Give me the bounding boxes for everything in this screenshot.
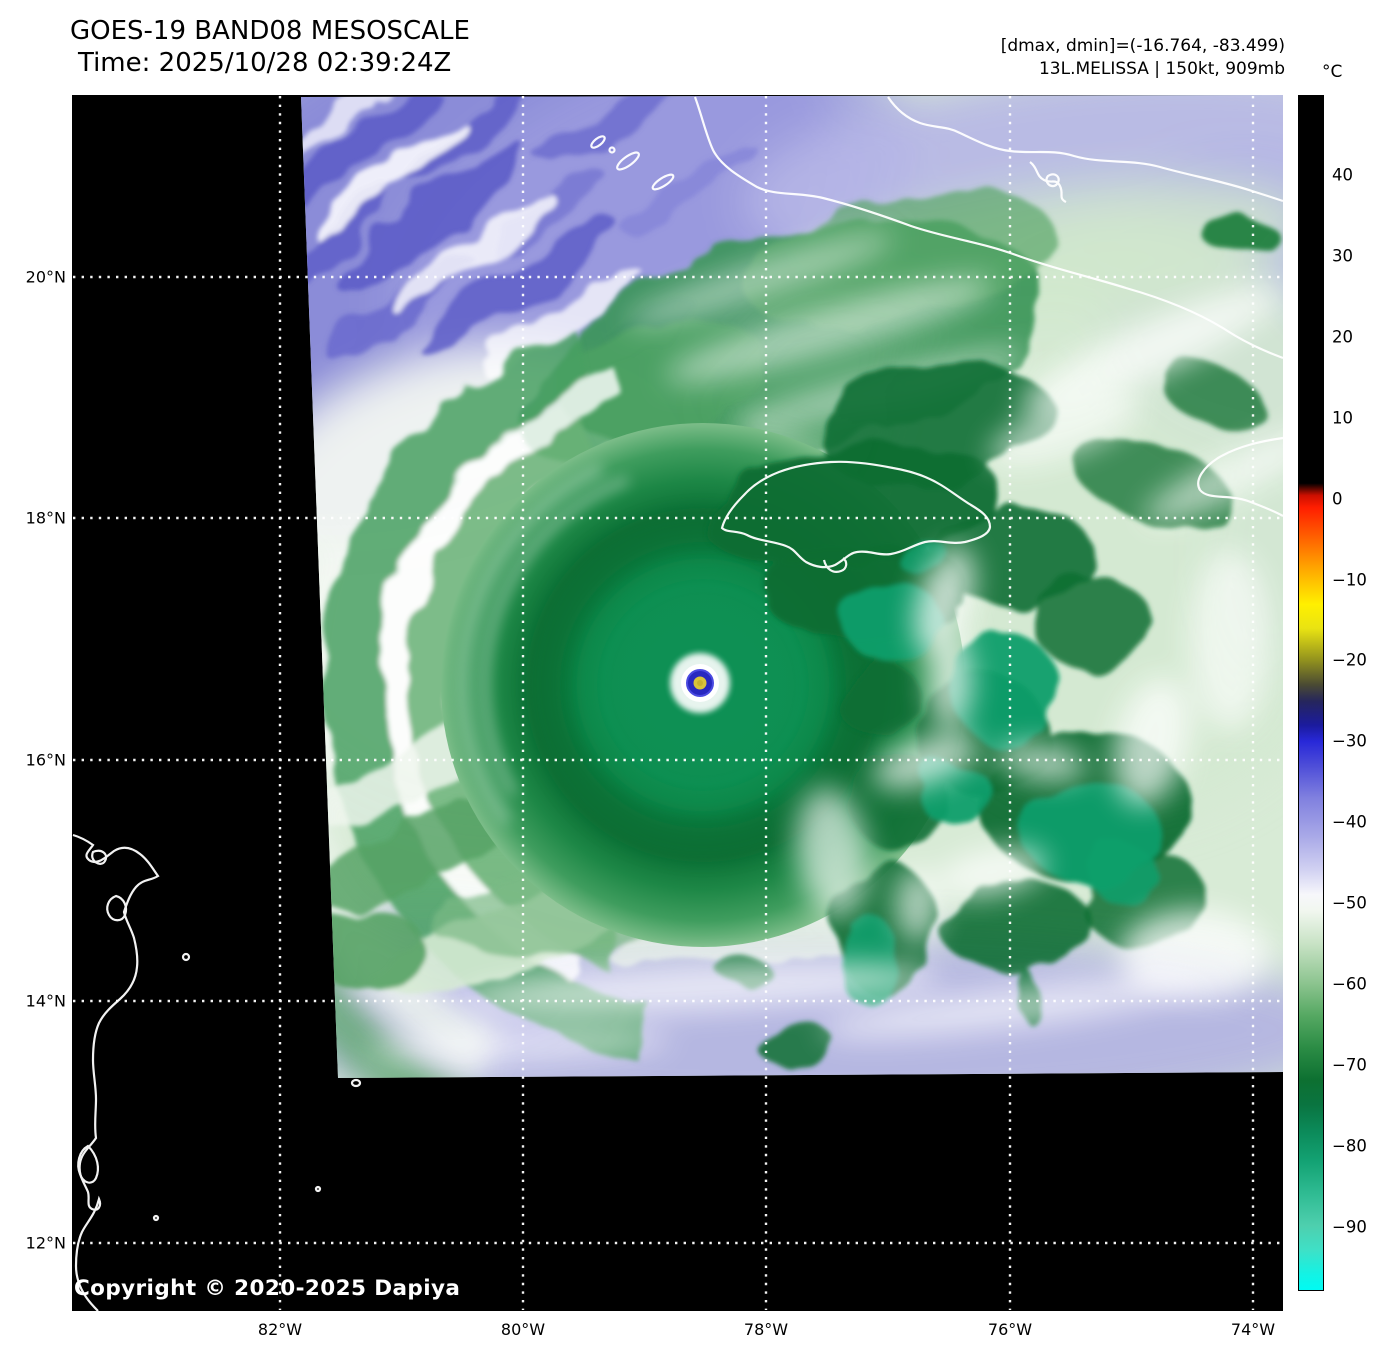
colorbar-tick-m50: −50 bbox=[1332, 893, 1367, 913]
island-cay bbox=[651, 173, 675, 191]
coastline-central-america bbox=[72, 833, 160, 1312]
hurricane-eye bbox=[670, 653, 730, 713]
colorbar-tick-m90: −90 bbox=[1332, 1217, 1367, 1237]
island-cay bbox=[590, 135, 606, 149]
coastline-jamaica bbox=[720, 460, 992, 569]
island bbox=[181, 952, 191, 962]
coastline-cuba-cays bbox=[1029, 161, 1067, 203]
cloud-gaps-white bbox=[370, 288, 1283, 1064]
coastline-cuba-south bbox=[693, 96, 1283, 360]
colorbar-tick-10: 10 bbox=[1332, 408, 1353, 428]
lon-label-78w: 78°W bbox=[743, 1320, 789, 1339]
lat-label-14n: 14°N bbox=[25, 991, 66, 1011]
colorbar-unit-label: °C bbox=[1322, 62, 1343, 82]
island-cay bbox=[1045, 173, 1060, 188]
colorbar-tick-m40: −40 bbox=[1332, 812, 1367, 832]
colorbar-tick-m30: −30 bbox=[1332, 731, 1367, 751]
colorbar bbox=[1298, 95, 1324, 1291]
coastline-haiti bbox=[1197, 436, 1283, 517]
island-cay bbox=[616, 151, 640, 171]
island bbox=[350, 1078, 362, 1088]
island-cay bbox=[608, 146, 616, 154]
annotation-storm-info: 13L.MELISSA | 150kt, 909mb bbox=[1038, 59, 1285, 79]
copyright-label: Copyright © 2020-2025 Dapiya bbox=[74, 1276, 461, 1301]
colorbar-tick-30: 30 bbox=[1332, 246, 1353, 266]
colorbar-tick-m60: −60 bbox=[1332, 974, 1367, 994]
colorbar-tick-m70: −70 bbox=[1332, 1055, 1367, 1075]
coastline-lagoon bbox=[91, 849, 108, 865]
colorbar-tick-0: 0 bbox=[1332, 489, 1343, 509]
lat-label-18n: 18°N bbox=[25, 508, 66, 528]
island bbox=[152, 1214, 160, 1222]
coastline-jamaica-peninsula bbox=[822, 557, 848, 573]
lat-label-20n: 20°N bbox=[25, 267, 66, 287]
island bbox=[314, 1185, 322, 1193]
colorbar-tick-m10: −10 bbox=[1332, 570, 1367, 590]
lon-label-80w: 80°W bbox=[500, 1320, 546, 1339]
lat-label-16n: 16°N bbox=[25, 750, 66, 770]
coastline-lagoon bbox=[77, 1144, 99, 1184]
colorbar-tick-40: 40 bbox=[1332, 165, 1353, 185]
coastlines bbox=[590, 96, 1283, 573]
coastline-lagoon bbox=[106, 894, 128, 922]
annotation-dmax-dmin: [dmax, dmin]=(-16.764, -83.499) bbox=[1000, 36, 1285, 56]
figure-timestamp: Time: 2025/10/28 02:39:24Z bbox=[78, 48, 452, 78]
coastline-cuba-north bbox=[887, 96, 1283, 203]
lon-label-74w: 74°W bbox=[1230, 1320, 1276, 1339]
colorbar-tick-20: 20 bbox=[1332, 327, 1353, 347]
colorbar-tick-m20: −20 bbox=[1332, 650, 1367, 670]
colorbar-tick-m80: −80 bbox=[1332, 1136, 1367, 1156]
gridlines bbox=[73, 96, 1282, 1310]
lon-label-76w: 76°W bbox=[987, 1320, 1033, 1339]
coastlines-central-america bbox=[72, 833, 362, 1312]
lat-label-12n: 12°N bbox=[25, 1233, 66, 1253]
lon-label-82w: 82°W bbox=[257, 1320, 303, 1339]
figure-title: GOES-19 BAND08 MESOSCALE bbox=[70, 16, 470, 46]
